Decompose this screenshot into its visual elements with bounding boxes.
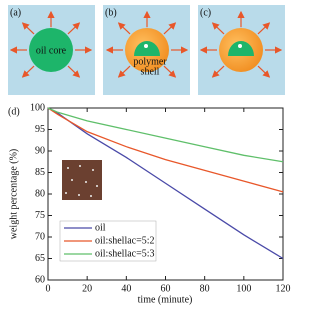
x-tick-label: 100 <box>236 283 251 294</box>
y-tick-label: 75 <box>35 210 45 221</box>
x-tick-label: 60 <box>161 283 171 294</box>
shell-label: polymer <box>133 56 167 67</box>
arrow <box>67 65 81 78</box>
arrow <box>21 65 35 78</box>
panel-label: (b) <box>105 7 117 18</box>
arrow <box>21 22 35 35</box>
inset-photo <box>62 160 102 200</box>
arrow <box>163 22 177 35</box>
highlight <box>238 44 242 48</box>
panel-label: (a) <box>10 7 21 18</box>
y-tick-label: 90 <box>35 145 45 156</box>
x-tick-label: 80 <box>200 283 210 294</box>
series-line <box>47 107 284 163</box>
arrow <box>211 65 225 78</box>
arrow <box>117 22 131 35</box>
panel-label: (d) <box>8 106 20 117</box>
arrow <box>257 65 271 78</box>
inset-dots <box>65 165 98 197</box>
panel-label: (c) <box>200 7 211 18</box>
figure: (a) oil core (b) polymer shell (c) (d) t… <box>8 5 291 305</box>
legend-label: oil:shellac=5:3 <box>95 248 155 259</box>
series-line <box>47 107 284 193</box>
x-axis-label: time (minute) <box>138 294 193 305</box>
legend-label: oil:shellac=5:2 <box>95 235 155 246</box>
x-tick-label: 120 <box>276 283 291 294</box>
arrow <box>257 22 271 35</box>
core-label: oil core <box>36 45 67 56</box>
arrow <box>67 22 81 35</box>
y-tick-label: 85 <box>35 167 45 178</box>
x-tick-label: 0 <box>46 283 51 294</box>
y-tick-label: 70 <box>35 231 45 242</box>
y-tick-label: 95 <box>35 124 45 135</box>
shell-label: shell <box>141 66 160 77</box>
x-tick-label: 20 <box>82 283 92 294</box>
y-tick-label: 60 <box>35 274 45 285</box>
y-axis-label: weight percentage (%) <box>8 149 19 240</box>
x-tick-label: 40 <box>121 283 131 294</box>
oil-core <box>29 28 73 72</box>
oil-dome <box>134 41 160 56</box>
legend-label: oil <box>95 222 106 233</box>
y-tick-label: 100 <box>30 102 45 113</box>
arrow <box>211 22 225 35</box>
arrow <box>163 65 177 78</box>
oil-dome <box>228 41 254 56</box>
y-tick-label: 65 <box>35 253 45 264</box>
y-tick-label: 80 <box>35 188 45 199</box>
highlight <box>144 44 148 48</box>
arrow <box>117 65 131 78</box>
